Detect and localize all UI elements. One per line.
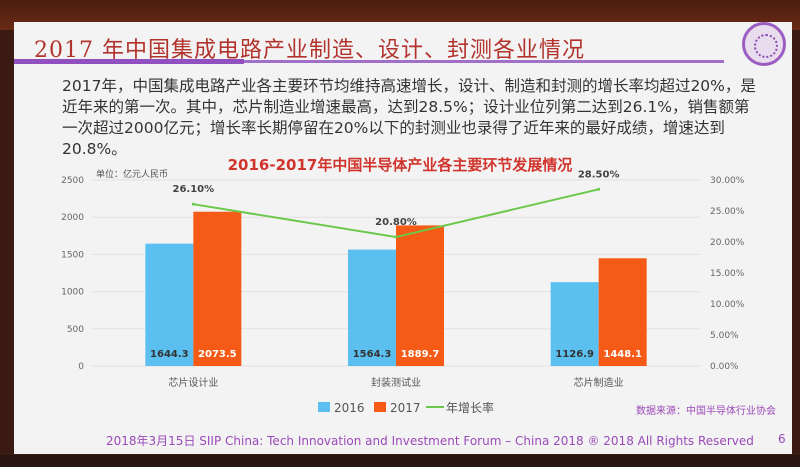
y-tick-label: 0 — [78, 362, 84, 372]
slide-title: 2017 年中国集成电路产业制造、设计、封测各业情况 — [34, 38, 585, 63]
y2-tick-label: 15.00% — [710, 269, 745, 279]
legend-label: 2016 — [334, 401, 365, 415]
line-data-label: 28.50% — [578, 169, 620, 180]
bar-2017 — [193, 211, 242, 366]
bar-data-label: 1564.3 — [353, 349, 392, 360]
legend-label: 年增长率 — [446, 400, 494, 415]
y-tick-label: 1000 — [61, 288, 84, 298]
footer-text: 2018年3月15日 SIIP China: Tech Innovation a… — [106, 434, 754, 448]
bar-data-label: 1126.9 — [555, 349, 594, 360]
y2-tick-label: 20.00% — [710, 238, 745, 248]
growth-rate-point — [597, 187, 601, 191]
source-label: 数据来源：中国半导体行业协会 — [636, 404, 776, 417]
bar-data-label: 1448.1 — [603, 349, 642, 360]
unit-label: 单位：亿元人民币 — [96, 168, 168, 180]
title-divider — [14, 60, 724, 63]
y-tick-label: 500 — [67, 325, 84, 335]
x-tick-label: 芯片设计业 — [168, 376, 218, 389]
bar-data-label: 2073.5 — [198, 349, 237, 360]
y2-tick-label: 10.00% — [710, 300, 745, 310]
bar-2017 — [598, 258, 647, 366]
y-tick-label: 2500 — [61, 176, 84, 186]
university-seal-logo — [742, 22, 786, 66]
projector-bottom — [0, 455, 800, 467]
line-data-label: 26.10% — [173, 184, 215, 195]
legend-swatch-2017 — [374, 402, 386, 412]
page-number: 6 — [778, 432, 786, 446]
line-data-label: 20.80% — [375, 217, 417, 228]
chart-title: 2016-2017年中国半导体产业各主要环节发展情况 — [227, 156, 573, 174]
y2-tick-label: 25.00% — [710, 207, 745, 217]
y-tick-label: 1500 — [61, 250, 84, 260]
bar-2016 — [348, 249, 396, 366]
y-tick-label: 2000 — [61, 213, 84, 223]
title-divider-accent — [14, 59, 244, 64]
legend-swatch-2016 — [318, 402, 330, 412]
bar-data-label: 1644.3 — [150, 349, 189, 360]
y2-tick-label: 30.00% — [710, 176, 745, 186]
summary-text: 2017年，中国集成电路产业各主要环节均维持高速增长，设计、制造和封测的增长率均… — [62, 77, 756, 158]
legend-label: 2017 — [390, 401, 421, 415]
growth-rate-point — [394, 235, 398, 239]
x-tick-label: 芯片制造业 — [574, 376, 624, 389]
y2-tick-label: 5.00% — [710, 331, 739, 341]
bar-2016 — [550, 282, 599, 366]
growth-rate-point — [191, 202, 195, 206]
bar-2017 — [396, 225, 444, 366]
bar-2016 — [145, 243, 194, 366]
bar-data-label: 1889.7 — [401, 349, 440, 360]
x-tick-label: 封装测试业 — [371, 376, 421, 389]
y2-tick-label: 0.00% — [710, 362, 739, 372]
